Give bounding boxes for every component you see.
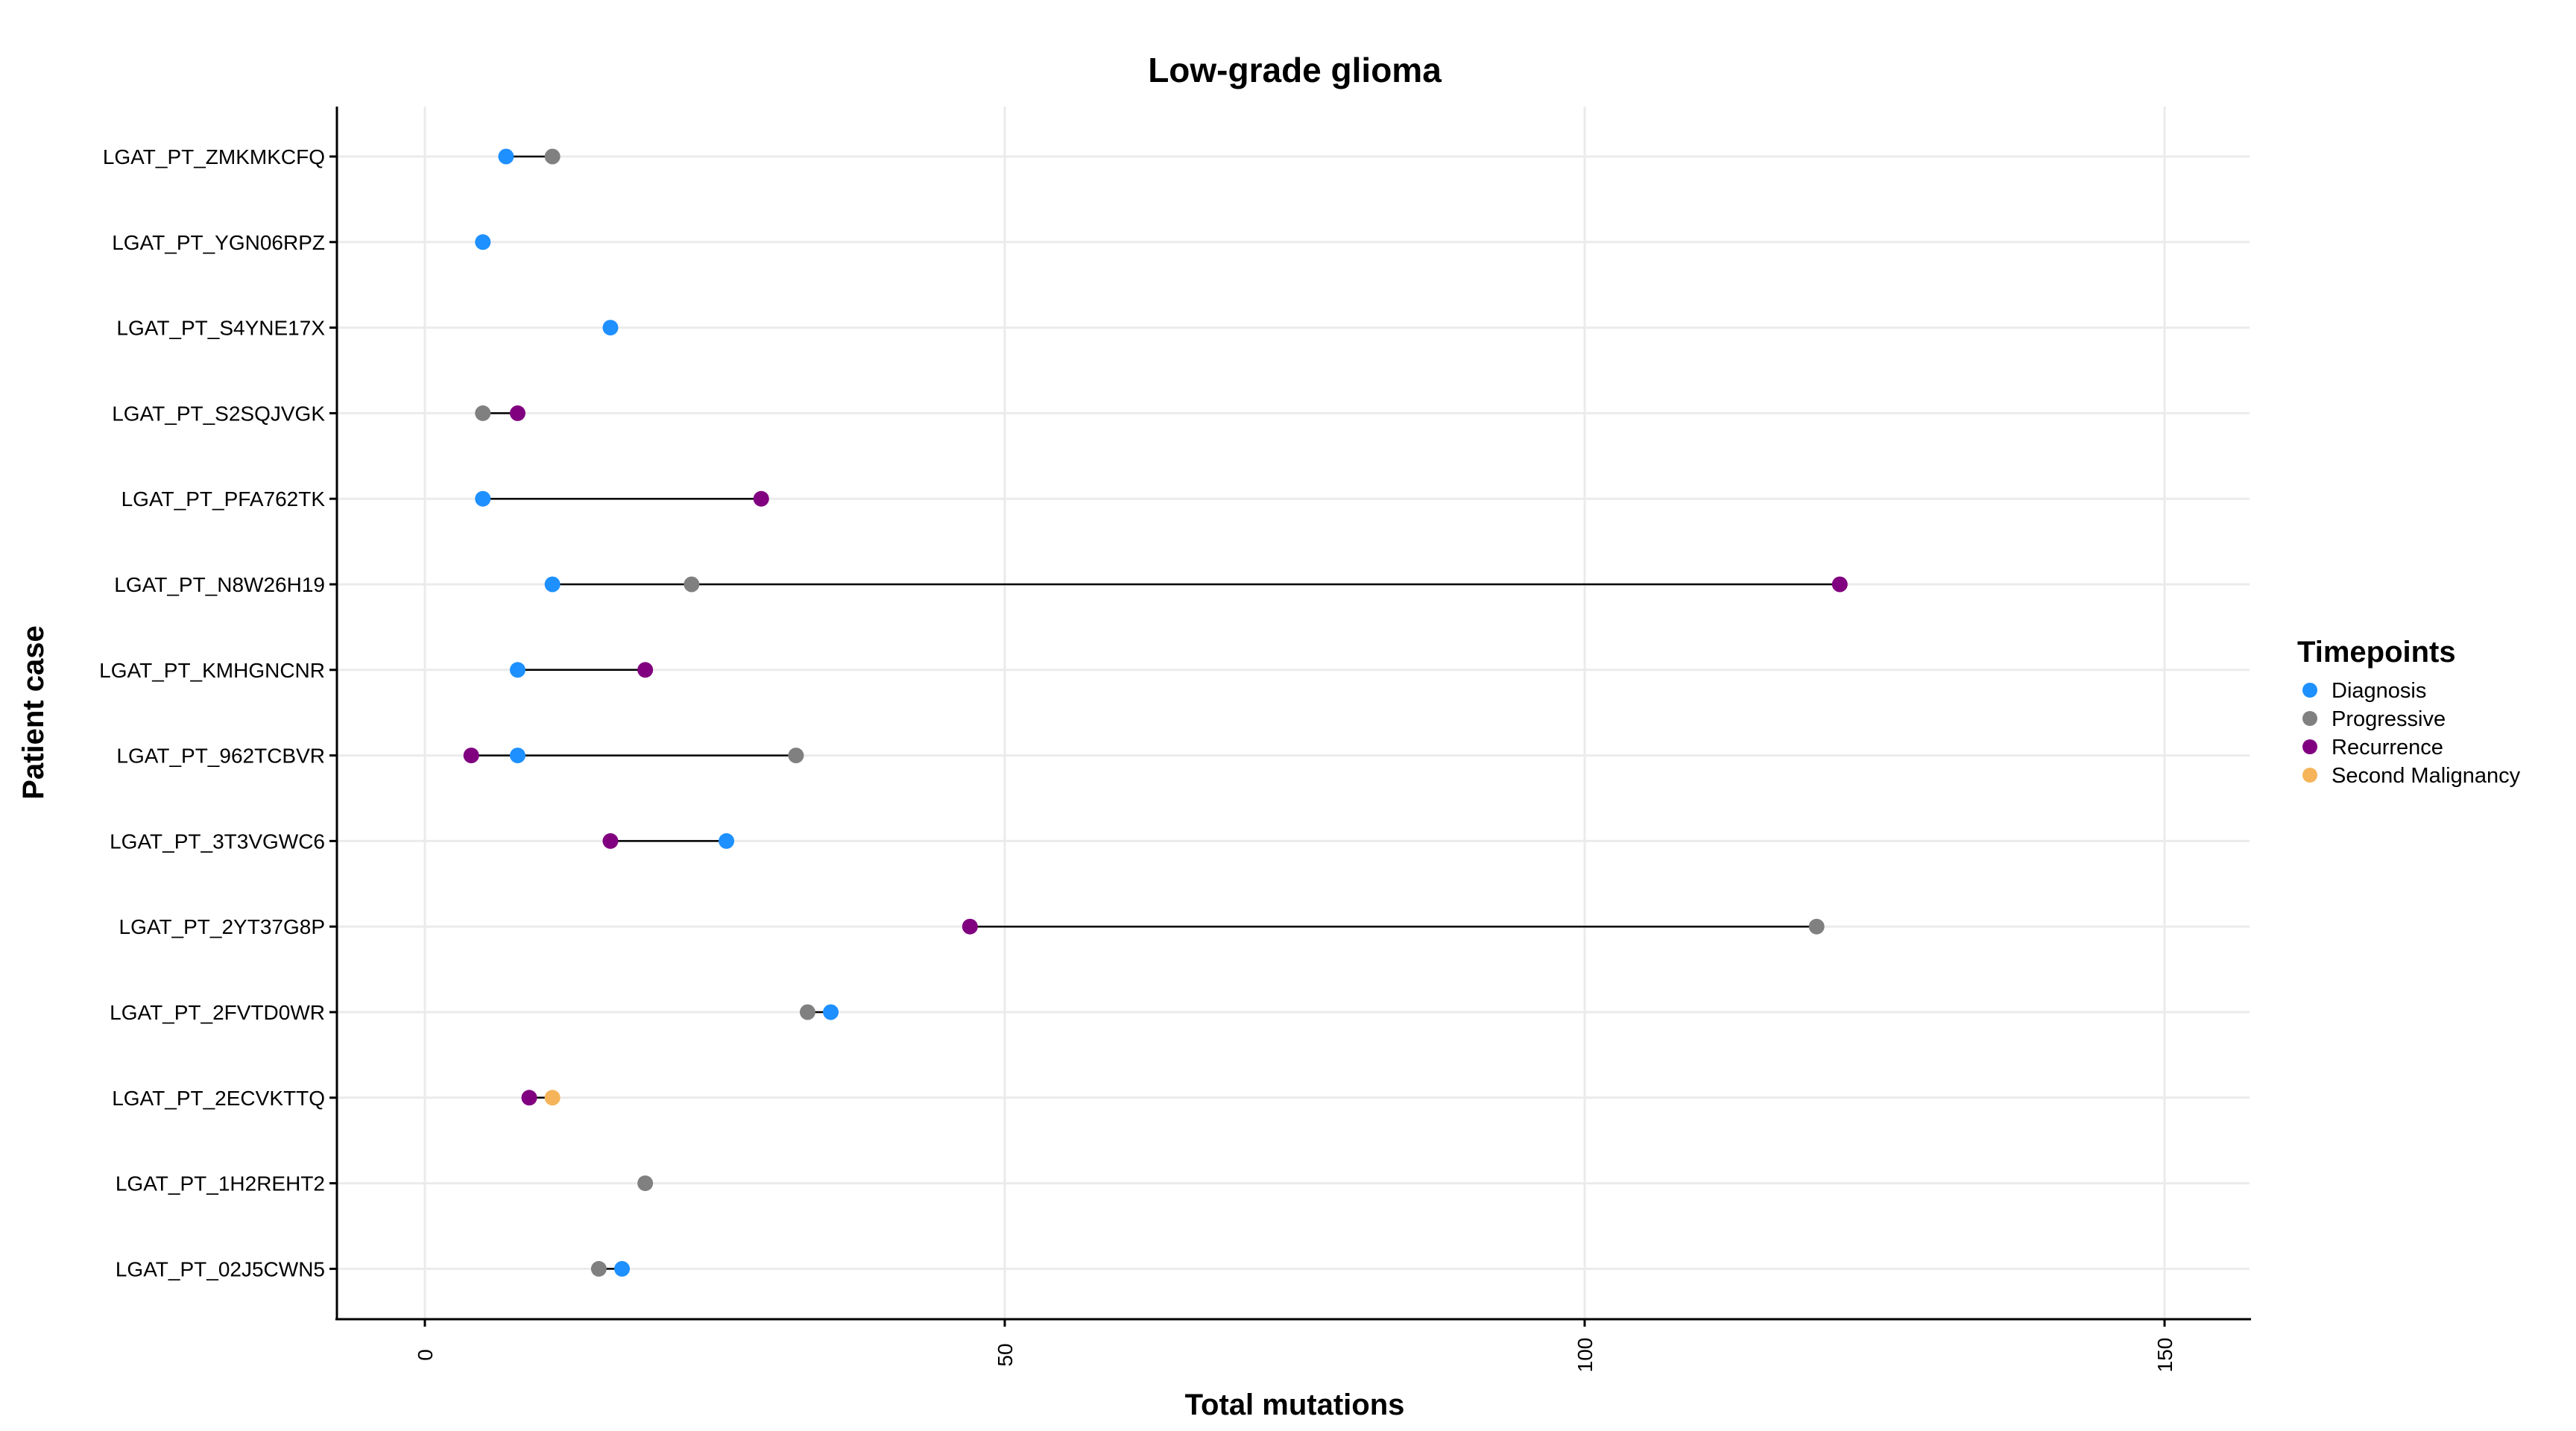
- x-tick-label: 0: [414, 1349, 437, 1361]
- data-point: [544, 576, 561, 593]
- data-point: [823, 1004, 839, 1020]
- data-point: [509, 405, 525, 421]
- y-tick-label: LGAT_PT_PFA762TK: [121, 487, 326, 511]
- x-axis-title: Total mutations: [1185, 1389, 1405, 1421]
- chart-title: Low-grade glioma: [1148, 51, 1442, 89]
- y-tick-label: LGAT_PT_2ECVKTTQ: [112, 1087, 325, 1110]
- x-tick-label: 100: [1573, 1338, 1597, 1373]
- data-point: [719, 833, 735, 849]
- data-point: [684, 576, 700, 593]
- data-point: [602, 320, 619, 336]
- data-point: [498, 148, 514, 165]
- y-tick-label: LGAT_PT_02J5CWN5: [116, 1257, 325, 1280]
- data-point: [509, 748, 525, 764]
- data-point: [463, 748, 479, 764]
- data-point: [1831, 576, 1848, 593]
- y-tick-label: LGAT_PT_KMHGNCNR: [99, 659, 325, 682]
- data-point: [753, 490, 769, 507]
- axes: [335, 107, 2251, 1321]
- y-tick-label: LGAT_PT_3T3VGWC6: [110, 830, 325, 853]
- data-point: [637, 1175, 654, 1192]
- y-tick-label: LGAT_PT_S2SQJVGK: [112, 402, 325, 425]
- legend-swatch: [2302, 711, 2317, 726]
- legend-swatch: [2302, 683, 2317, 698]
- y-axis-title: Patient case: [17, 625, 50, 799]
- data-point: [521, 1090, 537, 1106]
- y-tick-label: LGAT_PT_2FVTD0WR: [110, 1001, 325, 1024]
- legend-label: Diagnosis: [2332, 679, 2426, 703]
- data-point: [637, 662, 654, 678]
- legend-label: Second Malignancy: [2332, 764, 2521, 788]
- data-point: [788, 748, 804, 764]
- x-tick-label: 50: [994, 1343, 1017, 1366]
- y-tick-label: LGAT_PT_2YT37G8P: [119, 915, 326, 938]
- y-tick-label: LGAT_PT_YGN06RPZ: [112, 231, 325, 254]
- connector-segments: [471, 155, 1840, 1270]
- data-point: [1808, 918, 1825, 935]
- data-point: [962, 918, 978, 935]
- data-point: [544, 1090, 561, 1106]
- y-tick-label: LGAT_PT_N8W26H19: [114, 573, 325, 596]
- y-tick-label: LGAT_PT_ZMKMKCFQ: [103, 145, 325, 168]
- legend-label: Progressive: [2332, 707, 2446, 731]
- data-point: [475, 490, 491, 507]
- data-point: [475, 234, 491, 250]
- data-point: [602, 833, 619, 849]
- data-point: [799, 1004, 815, 1020]
- data-point: [614, 1260, 631, 1277]
- y-tick-label: LGAT_PT_962TCBVR: [116, 745, 325, 768]
- legend-swatch: [2302, 739, 2317, 754]
- legend-entries: Diagnosis Progressive Recurrence Second Mal…: [2302, 679, 2521, 788]
- y-tick-label: LGAT_PT_1H2REHT2: [116, 1172, 325, 1195]
- y-tick-labels: LGAT_PT_ZMKMKCFQ LGAT_PT_YGN06RPZ LGAT_PT_…: [99, 145, 337, 1280]
- x-tick-labels: 0 50 100 150: [414, 1319, 2176, 1372]
- data-point: [544, 148, 561, 165]
- data-points: [463, 148, 1848, 1277]
- y-tick-label: LGAT_PT_S4YNE17X: [116, 317, 325, 340]
- legend-label: Recurrence: [2332, 736, 2443, 759]
- x-tick-label: 150: [2153, 1338, 2176, 1373]
- legend-title: Timepoints: [2297, 636, 2456, 669]
- legend-swatch: [2302, 768, 2317, 783]
- data-point: [475, 405, 491, 421]
- legend: Timepoints Diagnosis Progressive Recurrenc…: [2297, 636, 2521, 788]
- data-point: [509, 662, 525, 678]
- grid-lines: [337, 107, 2250, 1319]
- data-point: [590, 1260, 607, 1277]
